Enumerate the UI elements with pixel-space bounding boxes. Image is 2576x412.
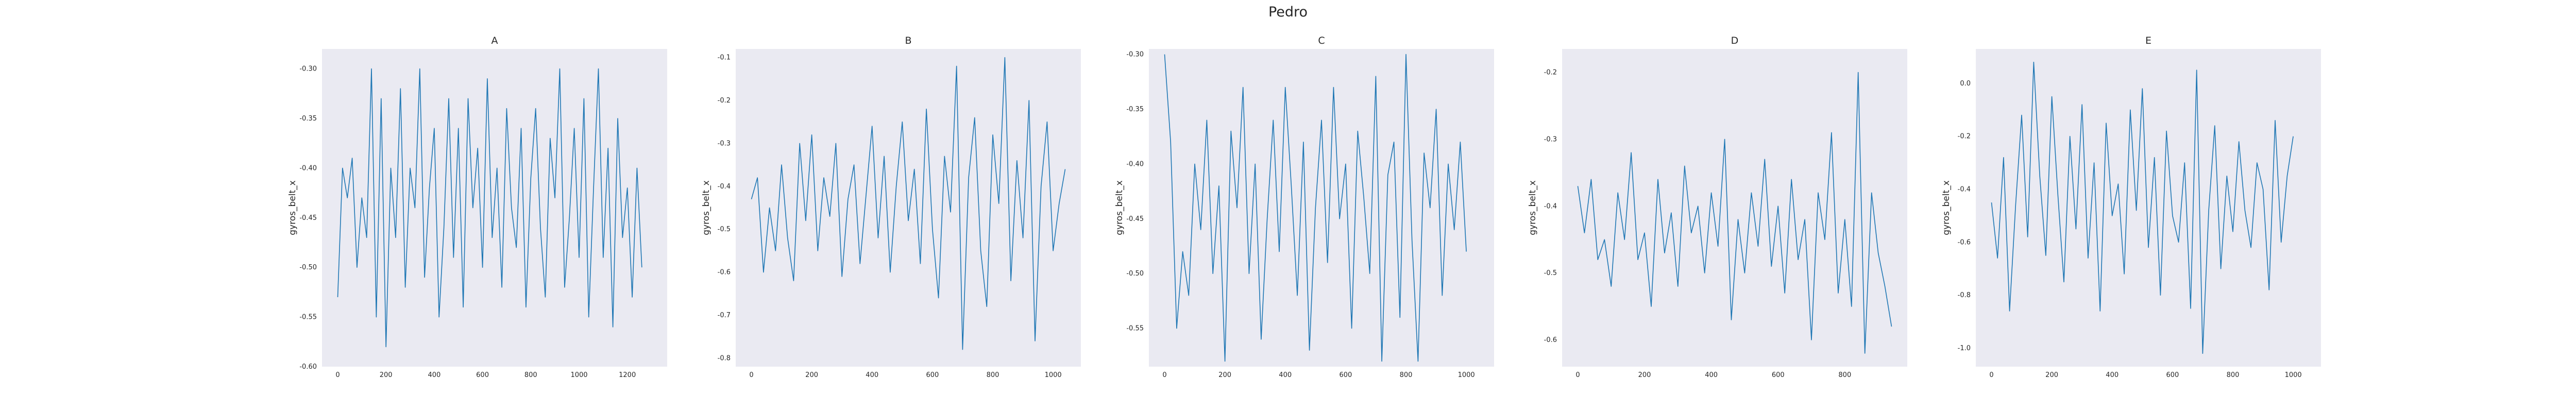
panel-title: D (1731, 35, 1739, 46)
y-tick-label: -0.5 (718, 226, 731, 233)
y-tick-label: -0.35 (1126, 106, 1144, 113)
x-tick-label: 400 (1279, 371, 1292, 379)
y-tick-label: -0.30 (1126, 51, 1144, 59)
series-line (337, 68, 642, 348)
x-tick-label: 800 (2227, 371, 2240, 379)
x-tick-label: 1200 (619, 371, 636, 379)
x-tick-label: 0 (749, 371, 753, 379)
y-tick-label: -0.1 (718, 54, 731, 62)
x-tick-label: 200 (1218, 371, 1231, 379)
y-tick-label: -0.45 (1126, 215, 1144, 223)
y-tick-label: -0.6 (718, 269, 731, 277)
y-tick-label: -0.8 (718, 354, 731, 362)
y-tick-label: -0.45 (299, 214, 317, 222)
y-tick-label: -0.5 (1544, 269, 1557, 277)
y-axis-label: gyros_belt_x (701, 180, 711, 235)
y-tick-label: -0.50 (1126, 270, 1144, 278)
x-tick-label: 600 (2166, 371, 2179, 379)
plot-area (736, 49, 1081, 367)
x-tick-label: 800 (987, 371, 999, 379)
x-tick-label: 1000 (2285, 371, 2302, 379)
x-tick-label: 800 (524, 371, 537, 379)
figure-title: Pedro (1268, 4, 1308, 20)
y-axis-label: gyros_belt_x (1528, 180, 1538, 235)
y-tick-label: 0.0 (1960, 80, 1971, 88)
y-tick-label: -0.60 (299, 363, 317, 371)
plot-area (1562, 49, 1907, 367)
x-tick-label: 200 (1638, 371, 1651, 379)
y-tick-label: -0.55 (1126, 325, 1144, 333)
panel-title: B (905, 35, 911, 46)
y-tick-label: -0.8 (1958, 291, 1971, 299)
panel-title: C (1318, 35, 1325, 46)
y-tick-label: -0.40 (1126, 160, 1144, 168)
x-tick-label: 0 (1575, 371, 1580, 379)
x-tick-label: 400 (866, 371, 878, 379)
x-tick-label: 400 (428, 371, 440, 379)
y-tick-label: -0.4 (718, 183, 731, 191)
panel-title: E (2145, 35, 2151, 46)
plot-area (1976, 49, 2321, 367)
x-tick-label: 1000 (1458, 371, 1475, 379)
x-tick-label: 400 (2106, 371, 2119, 379)
y-tick-label: -0.4 (1958, 186, 1971, 194)
series-line (1577, 72, 1892, 354)
plot-area (1149, 49, 1494, 367)
x-tick-label: 600 (926, 371, 939, 379)
x-tick-label: 800 (1400, 371, 1413, 379)
y-tick-label: -0.55 (299, 314, 317, 321)
y-tick-label: -0.6 (1958, 238, 1971, 246)
y-axis-label: gyros_belt_x (1941, 180, 1952, 235)
x-tick-label: 600 (476, 371, 489, 379)
y-tick-label: -0.40 (299, 164, 317, 172)
x-tick-label: 200 (2045, 371, 2058, 379)
y-axis-label: gyros_belt_x (287, 180, 298, 235)
x-tick-label: 200 (805, 371, 818, 379)
y-tick-label: -0.2 (718, 97, 731, 105)
x-tick-label: 600 (1772, 371, 1785, 379)
series-line (751, 57, 1066, 350)
y-tick-label: -0.2 (1958, 133, 1971, 141)
y-tick-label: -0.35 (299, 115, 317, 123)
x-tick-label: 1000 (570, 371, 587, 379)
y-tick-label: -0.3 (1544, 135, 1557, 143)
x-tick-label: 0 (335, 371, 340, 379)
series-line (1164, 54, 1467, 362)
y-tick-label: -0.30 (299, 65, 317, 73)
y-tick-label: -1.0 (1958, 345, 1971, 352)
y-axis-label: gyros_belt_x (1114, 180, 1125, 235)
series-line (1991, 61, 2294, 354)
y-tick-label: -0.4 (1544, 202, 1557, 210)
y-tick-label: -0.50 (299, 264, 317, 271)
y-tick-label: -0.3 (718, 140, 731, 147)
panel-title: A (492, 35, 498, 46)
y-tick-label: -0.7 (718, 312, 731, 319)
x-tick-label: 800 (1838, 371, 1851, 379)
x-tick-label: 400 (1705, 371, 1718, 379)
x-tick-label: 0 (1162, 371, 1166, 379)
x-tick-label: 0 (1989, 371, 1993, 379)
x-tick-label: 600 (1339, 371, 1352, 379)
x-tick-label: 200 (380, 371, 393, 379)
x-tick-label: 1000 (1045, 371, 1062, 379)
y-tick-label: -0.6 (1544, 336, 1557, 344)
y-tick-label: -0.2 (1544, 68, 1557, 76)
